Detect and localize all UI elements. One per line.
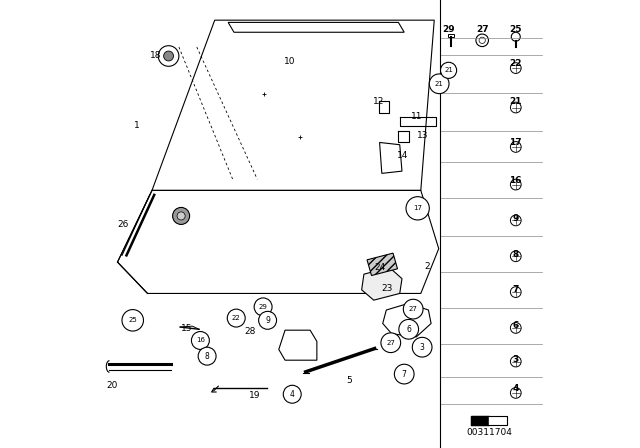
Circle shape [511, 102, 521, 113]
Text: 3: 3 [513, 355, 519, 364]
Text: 13: 13 [417, 131, 429, 140]
Text: 2: 2 [425, 262, 430, 271]
Circle shape [227, 309, 245, 327]
Polygon shape [362, 267, 402, 300]
Circle shape [122, 310, 143, 331]
Text: 21: 21 [435, 81, 444, 87]
Circle shape [511, 215, 521, 226]
Text: 22: 22 [509, 59, 522, 68]
Circle shape [191, 332, 209, 349]
Circle shape [476, 34, 488, 47]
Text: 7: 7 [402, 370, 406, 379]
Text: 4: 4 [513, 384, 519, 393]
Circle shape [412, 337, 432, 357]
Text: 29: 29 [259, 304, 268, 310]
Circle shape [164, 51, 173, 61]
Circle shape [198, 347, 216, 365]
Polygon shape [472, 416, 490, 425]
Text: 10: 10 [284, 57, 295, 66]
Text: 19: 19 [250, 391, 260, 400]
Text: 12: 12 [374, 97, 385, 106]
Text: 27: 27 [409, 306, 418, 312]
Text: 11: 11 [411, 112, 422, 121]
Text: 7: 7 [513, 285, 519, 294]
Text: 9: 9 [265, 316, 270, 325]
Text: 27: 27 [476, 25, 488, 34]
Circle shape [511, 63, 521, 73]
Circle shape [440, 62, 457, 78]
Circle shape [394, 364, 414, 384]
Circle shape [511, 356, 521, 367]
Text: 28: 28 [244, 327, 255, 336]
Text: 18: 18 [150, 51, 161, 60]
Circle shape [406, 197, 429, 220]
Polygon shape [400, 117, 436, 126]
Text: 17: 17 [509, 138, 522, 146]
Circle shape [403, 299, 423, 319]
Circle shape [511, 388, 521, 398]
Polygon shape [228, 22, 404, 32]
Text: 21: 21 [444, 67, 453, 73]
Circle shape [254, 298, 272, 316]
Circle shape [381, 333, 401, 353]
Circle shape [259, 311, 276, 329]
Circle shape [173, 207, 189, 224]
Text: 20: 20 [106, 381, 118, 390]
Circle shape [158, 46, 179, 66]
Circle shape [284, 385, 301, 403]
FancyBboxPatch shape [448, 34, 454, 37]
Text: 8: 8 [205, 352, 209, 361]
Text: 25: 25 [129, 317, 137, 323]
Polygon shape [398, 131, 409, 142]
Text: 22: 22 [232, 315, 241, 321]
Text: 9: 9 [513, 214, 519, 223]
Text: 8: 8 [513, 250, 519, 258]
Text: 24: 24 [375, 263, 386, 272]
Text: 6: 6 [406, 325, 411, 334]
Circle shape [511, 323, 521, 333]
Circle shape [511, 179, 521, 190]
Text: 3: 3 [420, 343, 424, 352]
Circle shape [511, 32, 520, 41]
Circle shape [511, 142, 521, 152]
Text: 16: 16 [196, 337, 205, 344]
Text: 27: 27 [387, 340, 396, 346]
Text: 4: 4 [290, 390, 294, 399]
Circle shape [511, 251, 521, 262]
Circle shape [399, 319, 419, 339]
Text: 5: 5 [346, 376, 352, 385]
Circle shape [177, 212, 185, 220]
Polygon shape [379, 101, 389, 113]
Text: 6: 6 [513, 321, 519, 330]
Polygon shape [367, 253, 397, 276]
Text: 29: 29 [442, 25, 455, 34]
Circle shape [511, 287, 521, 297]
Text: 21: 21 [509, 97, 522, 106]
Text: 1: 1 [134, 121, 140, 130]
Text: 23: 23 [381, 284, 393, 293]
Text: 15: 15 [181, 324, 193, 333]
Text: 16: 16 [509, 176, 522, 185]
Text: 17: 17 [413, 205, 422, 211]
Circle shape [429, 74, 449, 94]
Text: 14: 14 [397, 151, 408, 159]
Text: 00311704: 00311704 [467, 428, 512, 437]
Text: 26: 26 [117, 220, 129, 229]
Text: 25: 25 [509, 25, 522, 34]
Polygon shape [490, 416, 508, 425]
